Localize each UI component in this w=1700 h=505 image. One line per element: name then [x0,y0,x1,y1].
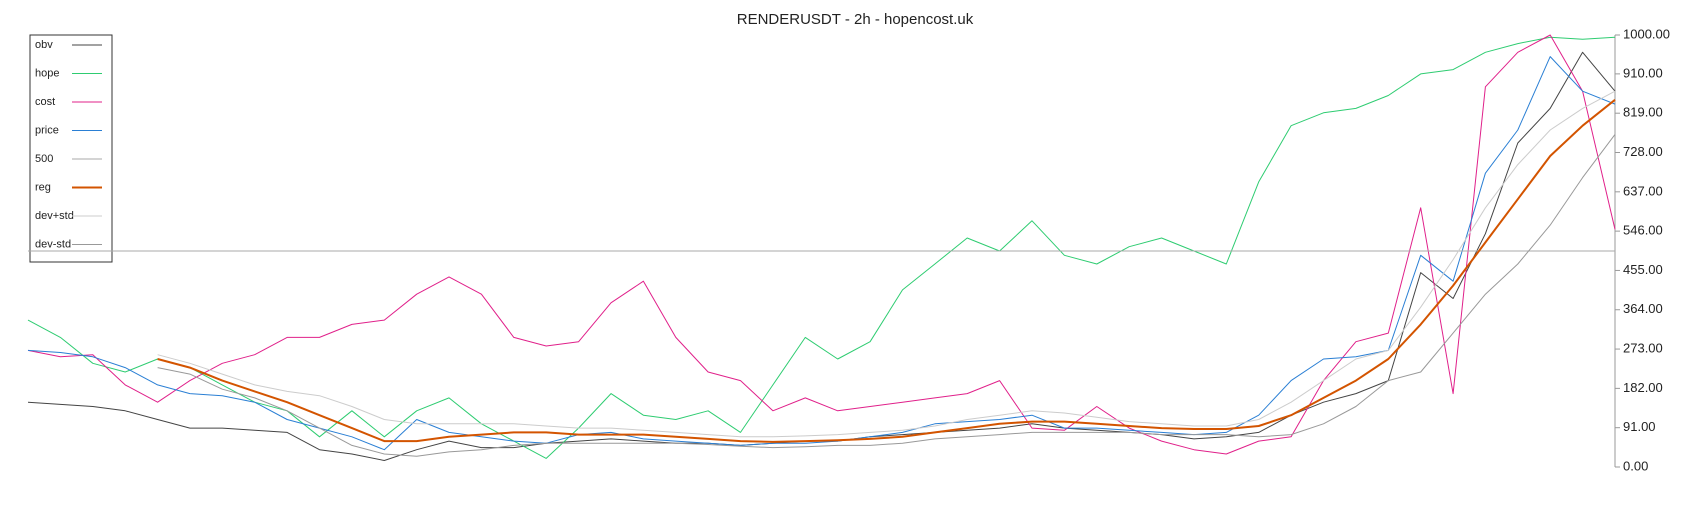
y-tick-label: 91.00 [1623,419,1656,434]
legend-label: obv [35,39,53,51]
y-tick-label: 1000.00 [1623,26,1670,41]
legend-label: dev-std [35,238,71,250]
y-tick-label: 0.00 [1623,458,1648,473]
series-line [27,51,1616,461]
y-tick-label: 364.00 [1623,301,1663,316]
legend: obv hope cost price 500 reg dev+std dev-std [29,34,113,263]
y-tick-label: 182.00 [1623,380,1663,395]
series-line [157,134,1616,457]
series-line [27,56,1616,451]
legend-label: dev+std [35,210,74,222]
y-tick-label: 728.00 [1623,144,1663,159]
y-tick-label: 546.00 [1623,223,1663,238]
series-line [27,36,1616,459]
y-tick-label: 819.00 [1623,105,1663,120]
legend-label: hope [35,67,59,79]
series-line [27,34,1616,455]
legend-label: cost [35,96,55,108]
y-tick-label: 273.00 [1623,341,1663,356]
series-line [157,99,1616,443]
legend-box [29,34,113,263]
y-tick-label: 455.00 [1623,262,1663,277]
legend-label: 500 [35,153,53,165]
y-tick-label: 910.00 [1623,65,1663,80]
legend-label: price [35,124,59,136]
legend-label: reg [35,181,51,193]
series-line [157,90,1616,438]
y-tick-label: 637.00 [1623,183,1663,198]
chart-title: RENDERUSDT - 2h - hopencost.uk [737,11,974,28]
